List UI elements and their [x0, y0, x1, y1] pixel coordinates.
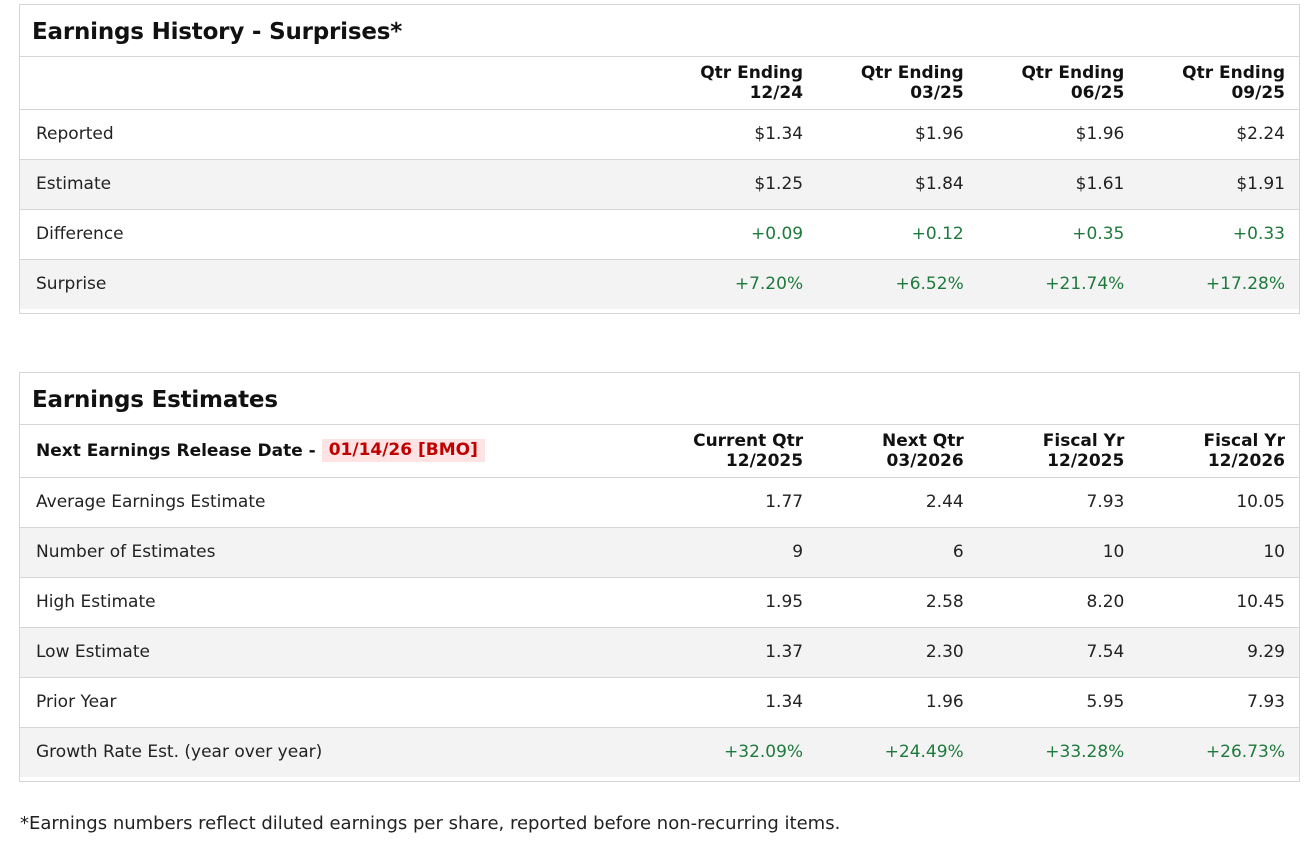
earnings-estimates-title: Earnings Estimates [20, 373, 1299, 425]
row-label: Prior Year [20, 677, 657, 728]
column-header: Next Qtr 03/2026 [817, 425, 978, 478]
table-cell: 10 [977, 527, 1139, 578]
table-cell: +24.49% [817, 727, 978, 777]
row-label: Reported [20, 109, 657, 160]
table-cell: 9 [656, 527, 818, 578]
column-header-line2: 06/25 [1070, 82, 1125, 103]
row-label: Number of Estimates [20, 527, 657, 578]
table-row-prior-year: Prior Year 1.34 1.96 5.95 7.93 [20, 677, 1299, 728]
table-cell: +7.20% [656, 259, 818, 309]
table-cell: 1.95 [656, 577, 818, 628]
next-release-date: Next Earnings Release Date - 01/14/26 [B… [36, 439, 642, 463]
column-header-line2: 12/2026 [1207, 450, 1285, 471]
earnings-history-panel: Earnings History - Surprises* Qtr Ending… [19, 4, 1300, 314]
header-label-cell [20, 57, 657, 110]
row-label: Average Earnings Estimate [20, 477, 657, 528]
table-cell: 8.20 [977, 577, 1139, 628]
row-label: Low Estimate [20, 627, 657, 678]
column-header: Fiscal Yr 12/2025 [977, 425, 1139, 478]
table-cell: 2.58 [817, 577, 978, 628]
row-label: High Estimate [20, 577, 657, 628]
column-header-line2: 03/2026 [886, 450, 964, 471]
table-cell: 5.95 [977, 677, 1139, 728]
table-cell: +0.33 [1138, 209, 1299, 260]
table-cell: 10.05 [1138, 477, 1299, 528]
table-row-surprise: Surprise +7.20% +6.52% +21.74% +17.28% [20, 259, 1299, 309]
row-label: Growth Rate Est. (year over year) [20, 727, 657, 777]
column-header-line2: 03/25 [910, 82, 964, 103]
table-cell: +32.09% [656, 727, 818, 777]
table-row-growth-rate: Growth Rate Est. (year over year) +32.09… [20, 727, 1299, 777]
table-cell: 10 [1138, 527, 1299, 578]
row-label: Difference [20, 209, 657, 260]
column-header: Current Qtr 12/2025 [656, 425, 818, 478]
table-cell: $1.61 [977, 159, 1139, 210]
earnings-estimates-panel: Earnings Estimates Next Earnings Release… [19, 372, 1300, 782]
table-row-high-estimate: High Estimate 1.95 2.58 8.20 10.45 [20, 577, 1299, 628]
column-header-line1: Fiscal Yr [1203, 430, 1285, 451]
table-cell: +33.28% [977, 727, 1139, 777]
table-row-number-of-estimates: Number of Estimates 9 6 10 10 [20, 527, 1299, 578]
table-header-row: Next Earnings Release Date - 01/14/26 [B… [20, 425, 1299, 478]
column-header-line1: Qtr Ending [700, 62, 804, 83]
table-cell: +26.73% [1138, 727, 1299, 777]
table-cell: 7.93 [1138, 677, 1299, 728]
table-cell: 7.54 [977, 627, 1139, 678]
table-cell: 1.77 [656, 477, 818, 528]
table-cell: 1.34 [656, 677, 818, 728]
column-header-line1: Current Qtr [693, 430, 804, 451]
table-cell: +0.35 [977, 209, 1139, 260]
column-header-line1: Qtr Ending [860, 62, 964, 83]
table-cell: $1.96 [817, 109, 978, 160]
earnings-estimates-table: Next Earnings Release Date - 01/14/26 [B… [20, 425, 1299, 777]
next-release-badge: 01/14/26 [BMO] [321, 439, 485, 463]
table-cell: $1.84 [817, 159, 978, 210]
table-cell: +6.52% [817, 259, 978, 309]
table-cell: 2.30 [817, 627, 978, 678]
table-cell: $1.96 [977, 109, 1139, 160]
table-row-difference: Difference +0.09 +0.12 +0.35 +0.33 [20, 209, 1299, 260]
table-row-low-estimate: Low Estimate 1.37 2.30 7.54 9.29 [20, 627, 1299, 678]
table-cell: 2.44 [817, 477, 978, 528]
table-row-reported: Reported $1.34 $1.96 $1.96 $2.24 [20, 109, 1299, 160]
column-header: Fiscal Yr 12/2026 [1138, 425, 1299, 478]
column-header: Qtr Ending 09/25 [1138, 57, 1299, 110]
footnote: *Earnings numbers reflect diluted earnin… [20, 813, 841, 834]
table-cell: 10.45 [1138, 577, 1299, 628]
earnings-history-title: Earnings History - Surprises* [20, 5, 1299, 57]
table-row-estimate: Estimate $1.25 $1.84 $1.61 $1.91 [20, 159, 1299, 210]
next-release-cell: Next Earnings Release Date - 01/14/26 [B… [20, 425, 657, 478]
column-header-line2: 12/2025 [1047, 450, 1125, 471]
table-header-row: Qtr Ending 12/24 Qtr Ending 03/25 Qtr Endi… [20, 57, 1299, 110]
table-cell: $1.25 [656, 159, 818, 210]
table-cell: $2.24 [1138, 109, 1299, 160]
column-header: Qtr Ending 12/24 [656, 57, 818, 110]
table-cell: +17.28% [1138, 259, 1299, 309]
table-cell: +0.09 [656, 209, 818, 260]
table-cell: 9.29 [1138, 627, 1299, 678]
column-header-line1: Qtr Ending [1182, 62, 1285, 83]
next-release-label: Next Earnings Release Date - [36, 440, 316, 461]
column-header-line1: Qtr Ending [1021, 62, 1125, 83]
table-cell: +21.74% [977, 259, 1139, 309]
column-header-line2: 12/2025 [725, 450, 804, 471]
column-header-line1: Fiscal Yr [1042, 430, 1125, 451]
column-header: Qtr Ending 03/25 [817, 57, 978, 110]
table-cell: 1.37 [656, 627, 818, 678]
earnings-history-table: Qtr Ending 12/24 Qtr Ending 03/25 Qtr Endi… [20, 57, 1299, 309]
row-label: Surprise [20, 259, 657, 309]
table-row-average-estimate: Average Earnings Estimate 1.77 2.44 7.93… [20, 477, 1299, 528]
table-cell: 7.93 [977, 477, 1139, 528]
column-header-line2: 12/24 [749, 82, 804, 103]
column-header: Qtr Ending 06/25 [977, 57, 1139, 110]
table-cell: $1.34 [656, 109, 818, 160]
table-cell: +0.12 [817, 209, 978, 260]
table-cell: 1.96 [817, 677, 978, 728]
row-label: Estimate [20, 159, 657, 210]
table-cell: $1.91 [1138, 159, 1299, 210]
column-header-line1: Next Qtr [881, 430, 964, 451]
table-cell: 6 [817, 527, 978, 578]
column-header-line2: 09/25 [1231, 82, 1285, 103]
